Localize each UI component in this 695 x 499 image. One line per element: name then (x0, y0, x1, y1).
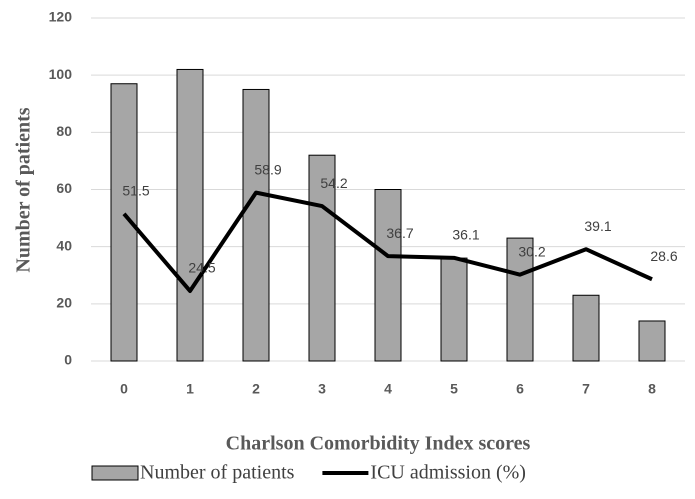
y-tick-label: 40 (56, 237, 72, 253)
legend-label: ICU admission (%) (370, 462, 526, 484)
y-tick-label: 120 (49, 9, 73, 25)
data-label: 51.5 (122, 182, 149, 198)
x-tick-label: 6 (516, 381, 524, 397)
x-tick-label: 7 (582, 381, 590, 397)
data-label: 54.2 (320, 175, 347, 191)
legend-swatch (91, 465, 139, 481)
data-label: 58.9 (254, 161, 281, 177)
data-label: 36.7 (386, 225, 413, 241)
bar (506, 237, 534, 362)
data-label: 30.2 (518, 243, 545, 259)
y-axis-title: Number of patients (13, 107, 35, 272)
data-label: 39.1 (584, 218, 611, 234)
bar (308, 154, 336, 362)
bar (374, 189, 402, 362)
x-tick-label: 1 (186, 381, 194, 397)
line (122, 190, 653, 293)
legend-label: Number of patients (140, 462, 295, 484)
bar (638, 320, 666, 362)
y-tick-label: 0 (64, 352, 72, 368)
bar (572, 294, 600, 362)
x-axis-title: Charlson Comorbidity Index scores (226, 433, 531, 455)
x-tick-label: 2 (252, 381, 260, 397)
data-label: 28.6 (650, 248, 677, 264)
bar (440, 257, 468, 362)
x-tick-label: 0 (120, 381, 128, 397)
y-tick-label: 100 (49, 66, 73, 82)
x-tick-label: 5 (450, 381, 458, 397)
data-label: 24.5 (188, 260, 215, 276)
x-tick-label: 8 (648, 381, 656, 397)
x-tick-label: 3 (318, 381, 326, 397)
bar (242, 88, 270, 362)
y-tick-label: 60 (56, 180, 72, 196)
bar (176, 68, 204, 362)
x-tick-label: 4 (384, 381, 392, 397)
y-tick-label: 20 (56, 295, 72, 311)
data-label: 36.1 (452, 227, 479, 243)
y-tick-label: 80 (56, 123, 72, 139)
